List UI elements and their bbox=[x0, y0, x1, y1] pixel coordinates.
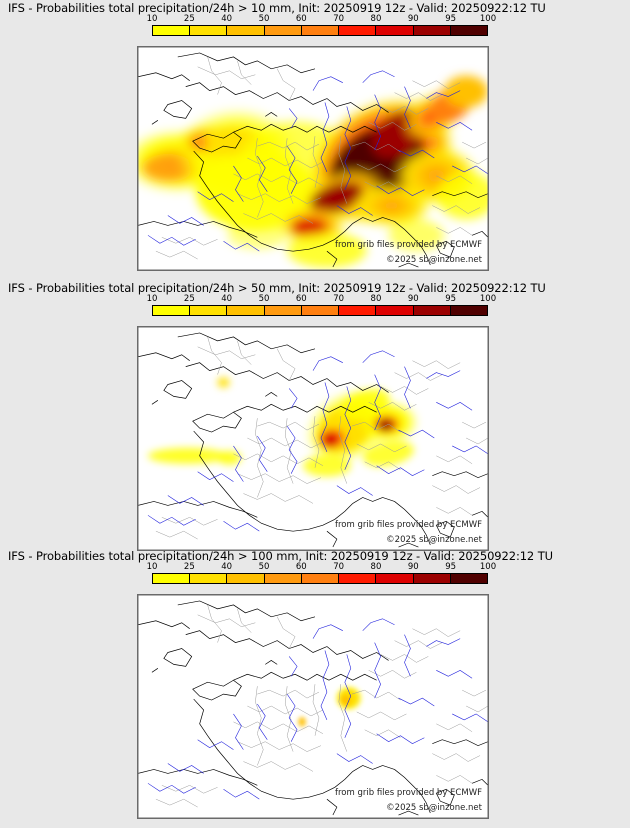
colorbar-tick: 100 bbox=[479, 14, 497, 24]
colorbar-gradient bbox=[152, 305, 488, 316]
colorbar-gradient bbox=[152, 25, 488, 36]
colorbar-gradient bbox=[152, 573, 488, 584]
copyright-credit: ©2025 sb@inzone.net bbox=[386, 255, 482, 265]
colorbar-band bbox=[301, 306, 340, 315]
rivers bbox=[147, 618, 488, 800]
coastlines bbox=[138, 332, 488, 548]
colorbar-band bbox=[376, 306, 414, 315]
admin-borders bbox=[155, 56, 488, 260]
panel-title: IFS - Probabilities total precipitation/… bbox=[8, 1, 546, 15]
colorbar-band bbox=[153, 26, 191, 35]
colorbar-tick: 50 bbox=[258, 562, 270, 572]
map-50mm[interactable]: from grib files provided by ECMWF ©2025 … bbox=[137, 326, 489, 551]
colorbar-tick: 60 bbox=[295, 14, 307, 24]
colorbar: 10 25 40 50 60 70 80 90 95 100 bbox=[147, 14, 497, 36]
panel-50mm: IFS - Probabilities total precipitation/… bbox=[0, 280, 630, 551]
panel-100mm: IFS - Probabilities total precipitation/… bbox=[0, 548, 630, 819]
colorbar-tick: 90 bbox=[407, 294, 419, 304]
colorbar-band bbox=[153, 574, 191, 583]
colorbar-tick: 100 bbox=[479, 562, 497, 572]
colorbar-tick: 100 bbox=[479, 294, 497, 304]
colorbar-tick: 80 bbox=[370, 562, 382, 572]
colorbar-tick: 25 bbox=[183, 294, 195, 304]
colorbar-tick: 60 bbox=[295, 294, 307, 304]
colorbar: 10 25 40 50 60 70 80 90 95 100 bbox=[147, 562, 497, 584]
colorbar-band bbox=[190, 574, 228, 583]
source-credit: from grib files provided by ECMWF bbox=[335, 788, 482, 798]
colorbar-band bbox=[227, 574, 265, 583]
colorbar-band bbox=[190, 306, 228, 315]
colorbar-tick: 25 bbox=[183, 562, 195, 572]
map-canvas bbox=[138, 327, 488, 550]
colorbar-band bbox=[227, 26, 265, 35]
colorbar-tick: 70 bbox=[333, 562, 345, 572]
colorbar-tick: 50 bbox=[258, 14, 270, 24]
colorbar-tick: 10 bbox=[146, 562, 158, 572]
colorbar-band bbox=[376, 574, 414, 583]
map-100mm[interactable]: from grib files provided by ECMWF ©2025 … bbox=[137, 594, 489, 819]
copyright-credit: ©2025 sb@inzone.net bbox=[386, 535, 482, 545]
colorbar-band bbox=[339, 574, 377, 583]
colorbar-band bbox=[301, 574, 340, 583]
colorbar-band bbox=[450, 26, 487, 35]
copyright-credit: ©2025 sb@inzone.net bbox=[386, 803, 482, 813]
colorbar-ticks: 10 25 40 50 60 70 80 90 95 100 bbox=[147, 294, 497, 305]
panel-title: IFS - Probabilities total precipitation/… bbox=[8, 549, 553, 563]
colorbar-band bbox=[227, 306, 265, 315]
source-credit: from grib files provided by ECMWF bbox=[335, 520, 482, 530]
colorbar-tick: 80 bbox=[370, 14, 382, 24]
colorbar-band bbox=[264, 574, 302, 583]
colorbar-band bbox=[413, 26, 451, 35]
colorbar-band bbox=[153, 306, 191, 315]
colorbar-tick: 70 bbox=[333, 294, 345, 304]
colorbar-band bbox=[339, 306, 377, 315]
source-credit: from grib files provided by ECMWF bbox=[335, 240, 482, 250]
colorbar-tick: 95 bbox=[445, 14, 457, 24]
colorbar-ticks: 10 25 40 50 60 70 80 90 95 100 bbox=[147, 14, 497, 25]
colorbar-tick: 95 bbox=[445, 294, 457, 304]
colorbar-tick: 40 bbox=[221, 14, 233, 24]
colorbar-band bbox=[450, 306, 487, 315]
probability-field bbox=[147, 377, 419, 477]
colorbar: 10 25 40 50 60 70 80 90 95 100 bbox=[147, 294, 497, 316]
colorbar-band bbox=[450, 574, 487, 583]
colorbar-ticks: 10 25 40 50 60 70 80 90 95 100 bbox=[147, 562, 497, 573]
colorbar-tick: 90 bbox=[407, 14, 419, 24]
colorbar-band bbox=[264, 306, 302, 315]
colorbar-tick: 70 bbox=[333, 14, 345, 24]
colorbar-band bbox=[376, 26, 414, 35]
colorbar-tick: 95 bbox=[445, 562, 457, 572]
colorbar-band bbox=[339, 26, 377, 35]
colorbar-tick: 10 bbox=[146, 294, 158, 304]
colorbar-tick: 80 bbox=[370, 294, 382, 304]
coastlines bbox=[138, 52, 488, 268]
colorbar-tick: 90 bbox=[407, 562, 419, 572]
colorbar-band bbox=[264, 26, 302, 35]
colorbar-tick: 40 bbox=[221, 562, 233, 572]
colorbar-band bbox=[413, 306, 451, 315]
map-canvas bbox=[138, 47, 488, 270]
map-10mm[interactable]: from grib files provided by ECMWF ©2025 … bbox=[137, 46, 489, 271]
colorbar-tick: 60 bbox=[295, 562, 307, 572]
colorbar-tick: 40 bbox=[221, 294, 233, 304]
coastlines bbox=[138, 600, 488, 816]
admin-borders bbox=[155, 336, 488, 540]
colorbar-band bbox=[413, 574, 451, 583]
panel-10mm: IFS - Probabilities total precipitation/… bbox=[0, 0, 630, 271]
colorbar-tick: 25 bbox=[183, 14, 195, 24]
colorbar-tick: 10 bbox=[146, 14, 158, 24]
panel-title: IFS - Probabilities total precipitation/… bbox=[8, 281, 546, 295]
colorbar-tick: 50 bbox=[258, 294, 270, 304]
rivers bbox=[147, 350, 488, 532]
colorbar-band bbox=[301, 26, 340, 35]
rivers bbox=[147, 70, 488, 252]
colorbar-band bbox=[190, 26, 228, 35]
map-canvas bbox=[138, 595, 488, 818]
